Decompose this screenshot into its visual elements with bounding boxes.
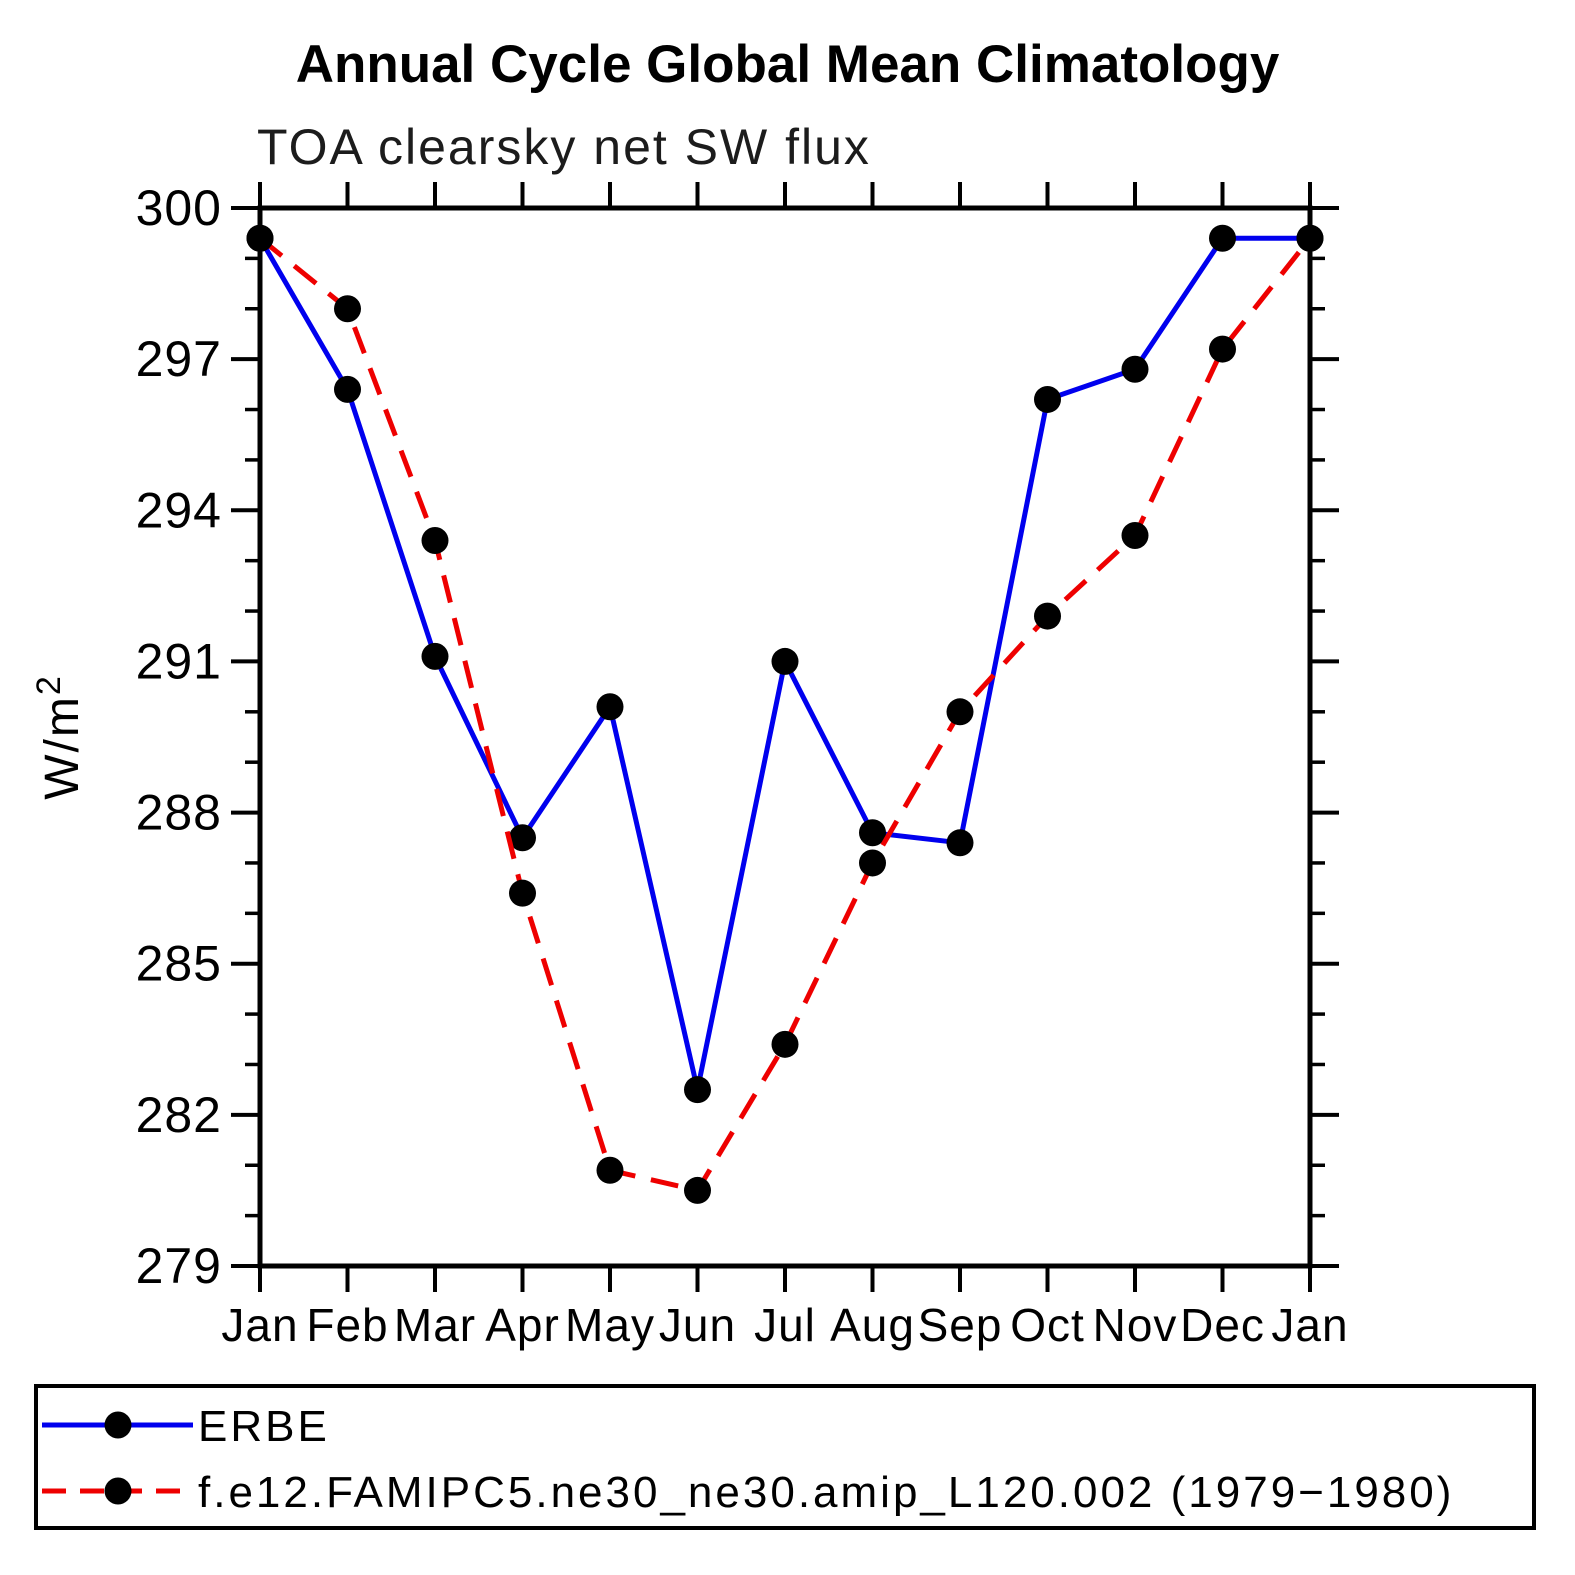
month-label: Aug <box>830 1299 915 1351</box>
erbe-markers <box>246 224 1324 1104</box>
month-label: Feb <box>306 1299 388 1351</box>
month-label: Mar <box>394 1299 476 1351</box>
y-axis-ticks-left: 300 297 294 291 288 285 282 279 <box>136 180 260 1294</box>
erbe-marker-icon <box>104 1411 132 1439</box>
model-series <box>246 224 1324 1204</box>
y-tick-label: 285 <box>136 936 222 992</box>
data-point-marker <box>1209 224 1236 252</box>
data-point-marker <box>334 375 361 403</box>
legend-entry-model: f.e12.FAMIPC5.ne30_ne30.amip_L120.002 (1… <box>42 1468 1454 1517</box>
data-point-marker <box>1121 355 1149 383</box>
data-point-marker <box>509 879 536 907</box>
month-label: Apr <box>485 1299 560 1351</box>
data-point-marker <box>684 1076 711 1104</box>
data-point-marker <box>421 642 449 670</box>
data-point-marker <box>1034 385 1061 413</box>
data-point-marker <box>859 819 886 847</box>
data-point-marker <box>246 224 274 252</box>
plot-border <box>257 205 1313 1269</box>
data-point-marker <box>596 1156 624 1184</box>
data-point-marker <box>334 295 361 323</box>
chart-subtitle: TOA clearsky net SW flux <box>257 119 871 175</box>
month-label: Nov <box>1093 1299 1178 1351</box>
month-label: May <box>565 1299 655 1351</box>
erbe-series <box>246 224 1324 1104</box>
data-point-marker <box>509 824 536 852</box>
model-markers <box>246 224 1324 1204</box>
y-tick-label: 294 <box>136 482 222 538</box>
legend-label-model: f.e12.FAMIPC5.ne30_ne30.amip_L120.002 (1… <box>198 1468 1454 1517</box>
legend-label-erbe: ERBE <box>198 1402 330 1451</box>
y-tick-label: 282 <box>136 1087 222 1143</box>
data-point-marker <box>771 647 799 675</box>
month-label: Jan <box>221 1299 298 1351</box>
model-marker-icon <box>104 1477 132 1505</box>
chart-title: Annual Cycle Global Mean Climatology <box>295 35 1280 94</box>
y-axis-title: W/m2 <box>30 674 89 800</box>
x-axis-ticks-top <box>258 182 1312 208</box>
month-label: Jun <box>659 1299 736 1351</box>
data-point-marker <box>1296 224 1324 252</box>
series-layer <box>246 224 1324 1204</box>
month-label: Oct <box>1010 1299 1085 1351</box>
month-label: Jan <box>1271 1299 1348 1351</box>
data-point-marker <box>946 829 974 857</box>
data-point-marker <box>684 1176 711 1204</box>
y-tick-label: 300 <box>136 180 222 236</box>
y-tick-label: 291 <box>136 633 222 689</box>
month-label: Jul <box>754 1299 816 1351</box>
y-axis-ticks-right <box>1310 206 1339 1268</box>
data-point-marker <box>1034 602 1061 630</box>
month-label: Sep <box>918 1299 1003 1351</box>
month-label: Dec <box>1180 1299 1265 1351</box>
x-axis-ticks-bottom: Jan Feb Mar Apr May Jun Jul Aug Sep Oct Nov Dec Jan <box>221 1266 1348 1351</box>
legend-box: ERBE f.e12.FAMIPC5.ne30_ne30.amip_L120.0… <box>34 1384 1536 1530</box>
data-point-marker <box>1121 521 1149 549</box>
data-point-marker <box>771 1030 799 1058</box>
svg-text:W/m2: W/m2 <box>30 674 89 800</box>
y-tick-label: 297 <box>136 331 222 387</box>
legend-entry-erbe: ERBE <box>42 1402 330 1451</box>
data-point-marker <box>1209 335 1236 363</box>
data-point-marker <box>421 527 449 555</box>
data-point-marker <box>596 693 624 721</box>
y-tick-label: 288 <box>136 785 222 841</box>
data-point-marker <box>946 698 974 726</box>
y-tick-label: 279 <box>136 1238 222 1294</box>
legend-border <box>34 1384 1536 1530</box>
data-point-marker <box>859 849 886 877</box>
